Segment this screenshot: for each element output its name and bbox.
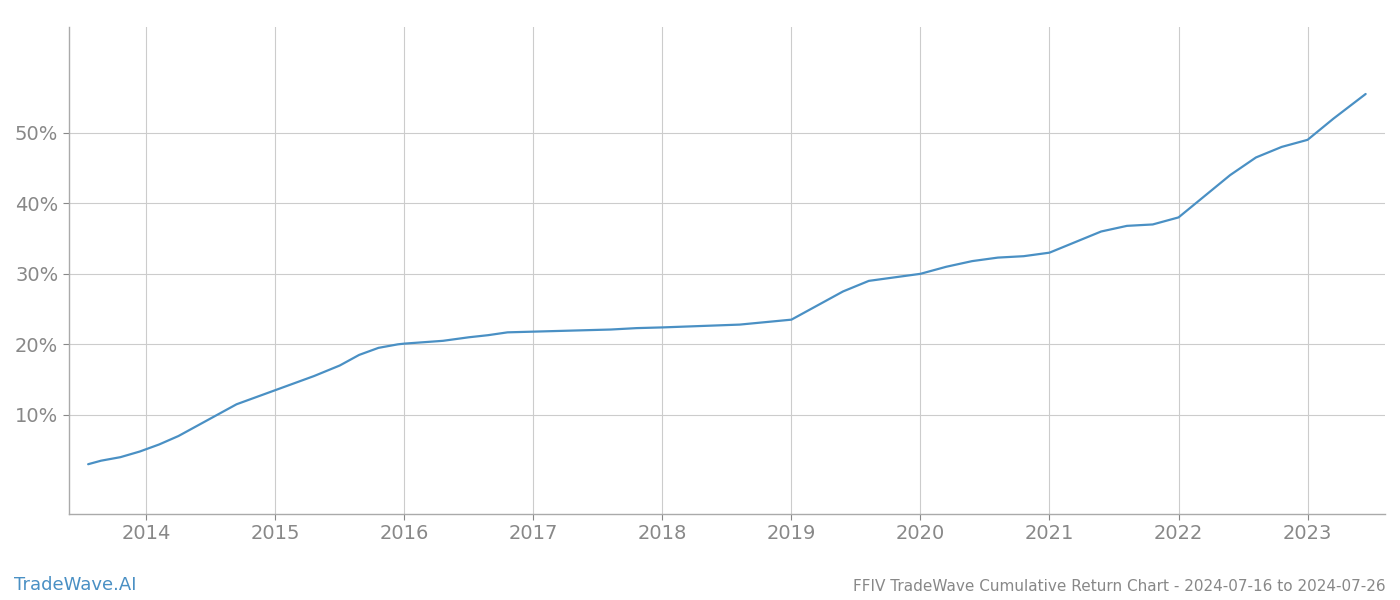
Text: FFIV TradeWave Cumulative Return Chart - 2024-07-16 to 2024-07-26: FFIV TradeWave Cumulative Return Chart -… xyxy=(854,579,1386,594)
Text: TradeWave.AI: TradeWave.AI xyxy=(14,576,137,594)
